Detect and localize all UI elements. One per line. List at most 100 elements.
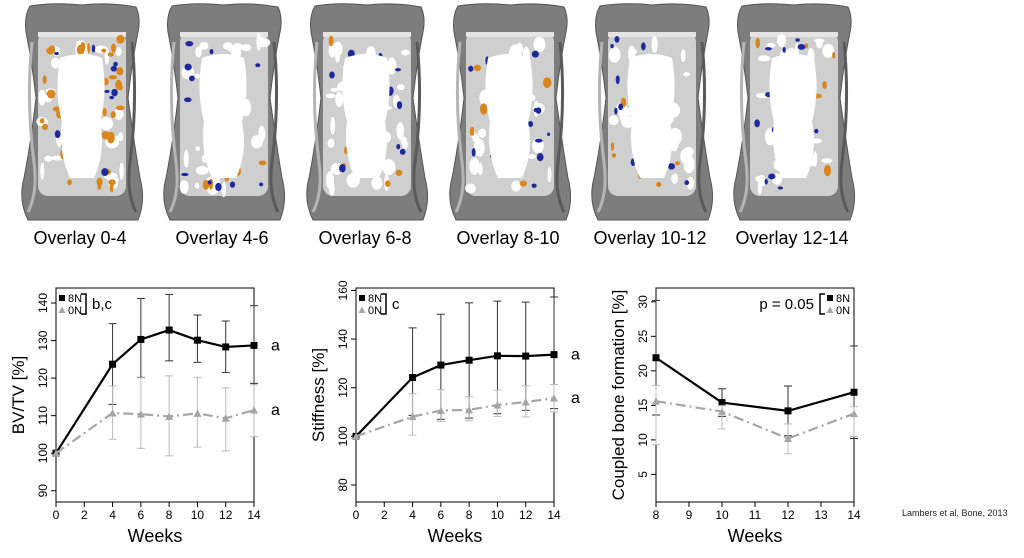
x-tick-label: 2 [81, 508, 88, 522]
marrow-pore [469, 157, 480, 175]
significance-label: a [271, 337, 280, 354]
data-point [52, 449, 60, 457]
formation-site [480, 103, 488, 115]
formation-site [101, 48, 107, 53]
formation-site [46, 89, 56, 99]
marrow-pore [683, 72, 690, 77]
formation-site [107, 131, 115, 144]
formation-site [116, 67, 124, 76]
formation-site [328, 35, 334, 47]
y-tick-label: 160 [336, 280, 350, 300]
marrow-pore [822, 43, 834, 58]
legend-marker [826, 306, 834, 313]
y-tick-label: 140 [36, 293, 50, 313]
bone-highlight [738, 41, 749, 213]
marrow-pore [465, 183, 476, 194]
overlay-panel: Overlay 10-12 [580, 0, 720, 262]
cut-plane [750, 32, 838, 37]
marrow-cavity [627, 54, 675, 178]
x-tick-label: 6 [138, 508, 145, 522]
x-tick-label: 14 [247, 508, 261, 522]
marrow-pore [515, 42, 524, 55]
resorption-site [536, 153, 544, 162]
x-tick-label: 12 [219, 508, 233, 522]
marrow-pore [195, 165, 209, 175]
marrow-pore [199, 41, 209, 50]
x-tick-label: 13 [814, 508, 828, 522]
series-line [55, 408, 255, 455]
x-tick-label: 9 [686, 508, 693, 522]
marrow-cavity [57, 54, 105, 178]
data-point [137, 335, 145, 343]
y-axis-label: Stiffness [%] [309, 348, 328, 442]
marrow-pore [766, 42, 776, 48]
resorption-site [113, 61, 118, 67]
marrow-pore [325, 93, 336, 99]
series-line [655, 400, 855, 440]
resorption-site [185, 41, 194, 47]
marrow-pore [386, 57, 397, 75]
formation-site [823, 164, 832, 177]
resorption-site [339, 163, 346, 173]
data-point [718, 407, 726, 416]
data-point [221, 414, 230, 422]
marrow-pore [328, 43, 337, 58]
y-tick-label: 130 [36, 330, 50, 350]
data-point [250, 406, 258, 414]
resorption-site [101, 168, 109, 177]
formation-site [39, 118, 45, 124]
formation-site [41, 123, 49, 130]
marrow-pore [250, 135, 263, 149]
data-point [550, 394, 558, 402]
data-point [493, 400, 502, 409]
marrow-pore [528, 154, 537, 160]
x-tick-label: 8 [166, 508, 173, 522]
marrow-cavity [342, 54, 390, 178]
marrow-pore [671, 173, 679, 184]
formation-site [42, 75, 47, 84]
legend-marker [358, 306, 366, 313]
data-point [652, 354, 660, 362]
data-point [850, 388, 858, 396]
legend-annotation: p = 0.05 [759, 296, 814, 313]
x-tick-label: 0 [53, 508, 60, 522]
data-point [522, 352, 530, 360]
resorption-site [531, 50, 539, 58]
x-tick-label: 14 [547, 508, 561, 522]
formation-site [115, 79, 122, 90]
marrow-pore [608, 115, 619, 126]
resorption-site [109, 95, 115, 100]
formation-site [110, 111, 116, 119]
resorption-site [667, 163, 676, 170]
formation-site [469, 126, 475, 136]
data-point [108, 409, 117, 417]
marrow-pore [382, 158, 396, 176]
resorption-site [91, 44, 96, 53]
y-tick-label: 80 [336, 478, 350, 492]
x-tick-label: 10 [715, 508, 729, 522]
data-point [165, 412, 174, 420]
x-tick-label: 4 [109, 508, 116, 522]
resorption-site [111, 88, 118, 97]
legend-label: 0N [68, 305, 82, 317]
resorption-site [184, 63, 192, 71]
overlay-panel: Overlay 12-14 [722, 0, 862, 262]
data-point [521, 398, 530, 406]
bone-shadow [412, 41, 423, 213]
plot-frame [655, 287, 855, 503]
bone-highlight [168, 41, 179, 213]
marrow-pore [183, 149, 189, 168]
formation-site [115, 105, 125, 111]
marrow-pore [821, 158, 833, 164]
coupled-bone-formation-chart: 8 9 10 11 12 13 14 5 10 15 20 25 30 Weeks Coupled bone… [609, 287, 861, 546]
bone-shadow [697, 41, 708, 213]
formation-site [473, 64, 482, 72]
resorption-site [618, 103, 624, 111]
data-point [550, 351, 558, 359]
formation-site [67, 179, 72, 186]
overlay-caption: Overlay 0-4 [33, 228, 127, 248]
marrow-pore [533, 36, 546, 53]
stiffness-chart: 0 2 4 6 8 10 12 14 80 100 120 140 160 Weeks Stiffness … [309, 280, 580, 546]
overlay-image-row: Overlay 0-4 Overlay 4-6 Overlay 6-8 Overlay… [0, 0, 1024, 262]
y-tick-label: 10 [636, 433, 650, 447]
